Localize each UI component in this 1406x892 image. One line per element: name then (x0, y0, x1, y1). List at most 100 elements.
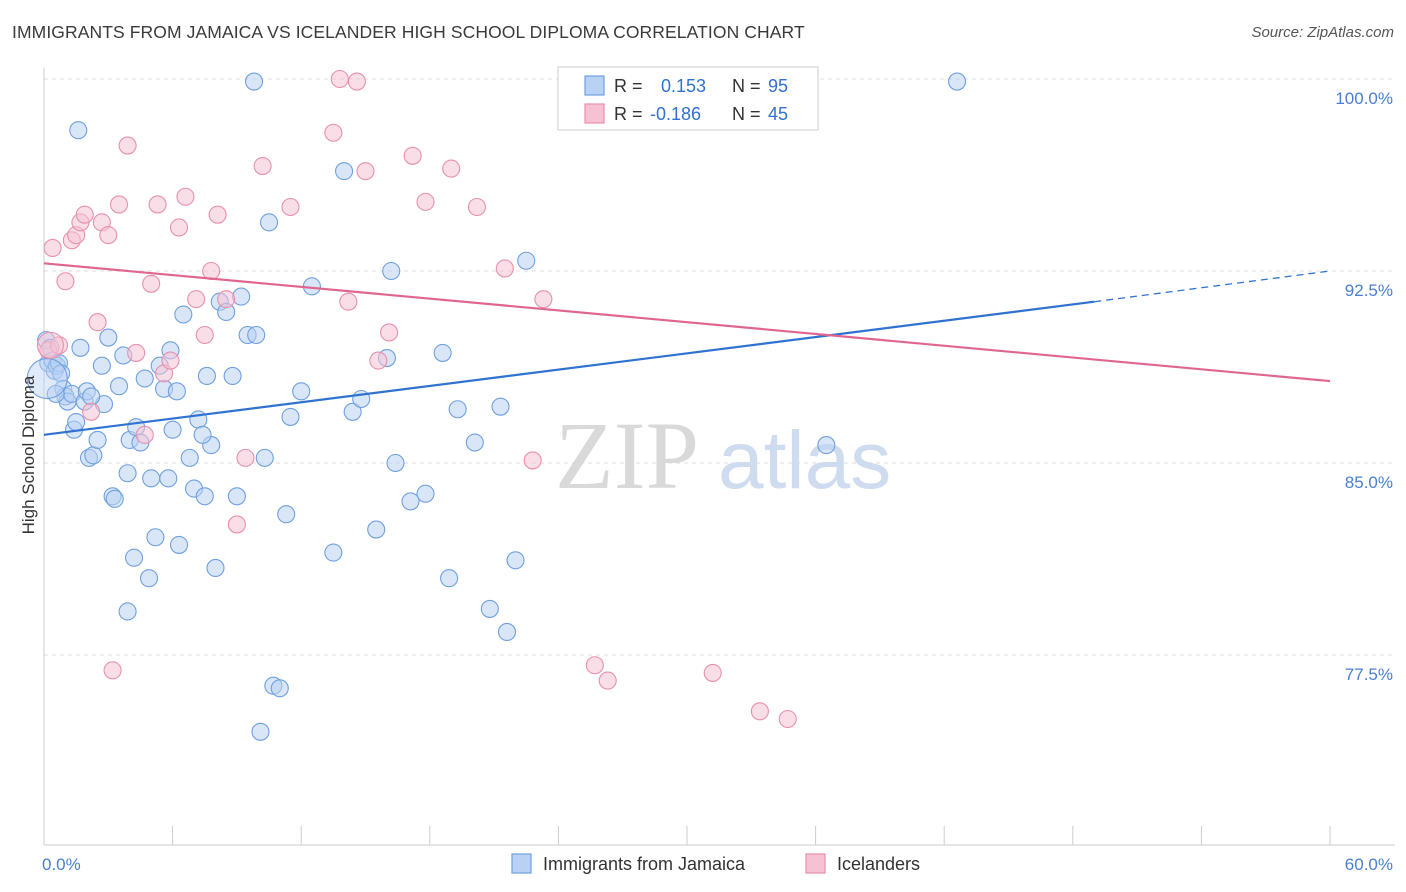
point-jamaica (163, 420, 182, 439)
point-icelanders (56, 272, 75, 291)
point-jamaica (71, 338, 90, 357)
point-icelanders (135, 425, 154, 444)
axes (43, 68, 1395, 846)
point-jamaica (817, 436, 836, 455)
chart-title: IMMIGRANTS FROM JAMAICA VS ICELANDER HIG… (12, 22, 805, 42)
stats-r-value-1: 0.153 (661, 76, 706, 96)
point-jamaica (223, 366, 242, 386)
y-tick-label: 85.0% (1345, 473, 1393, 492)
point-icelanders (495, 259, 514, 278)
point-jamaica (99, 328, 118, 347)
point-icelanders (356, 162, 375, 181)
point-jamaica (227, 487, 246, 506)
point-jamaica (491, 397, 510, 416)
point-jamaica (84, 446, 103, 465)
point-icelanders (202, 261, 221, 281)
point-icelanders (442, 159, 461, 178)
point-jamaica (440, 569, 459, 588)
point-icelanders (169, 218, 189, 237)
stats-n-label-1: N = (732, 76, 761, 96)
point-icelanders (330, 69, 349, 89)
point-icelanders (281, 197, 300, 217)
point-jamaica (142, 469, 161, 488)
trend-line-jamaica-extension (1094, 270, 1331, 303)
point-jamaica (82, 387, 101, 406)
trend-line-icelanders (43, 262, 1331, 383)
point-icelanders (523, 451, 542, 470)
point-jamaica (382, 261, 401, 281)
point-jamaica (335, 162, 354, 181)
point-jamaica (343, 402, 362, 421)
legend-label-icelanders: Icelanders (837, 854, 920, 874)
point-icelanders (750, 702, 769, 721)
point-jamaica (232, 287, 251, 306)
point-icelanders (88, 313, 107, 332)
point-jamaica (105, 489, 124, 508)
point-jamaica (118, 602, 137, 621)
point-icelanders (347, 72, 366, 91)
point-jamaica (169, 535, 189, 554)
watermark: ZIP atlas (555, 402, 891, 509)
point-jamaica (448, 400, 467, 419)
gridlines (44, 78, 1395, 656)
point-jamaica (292, 382, 311, 401)
point-icelanders (148, 195, 167, 214)
point-jamaica (517, 251, 536, 270)
stats-n-value-2: 45 (768, 104, 788, 124)
watermark-zip: ZIP (555, 402, 699, 509)
point-jamaica (139, 569, 159, 588)
point-jamaica (416, 484, 435, 503)
tick-labels: 100.0% 92.5% 85.0% 77.5% 0.0% 60.0% (42, 89, 1393, 874)
point-jamaica (465, 433, 484, 452)
point-jamaica (324, 543, 343, 562)
point-jamaica (135, 369, 154, 388)
trend-line-jamaica (43, 300, 1095, 436)
stats-r-label-2: R = (614, 104, 643, 124)
point-jamaica (433, 343, 452, 362)
point-jamaica (244, 72, 264, 91)
point-icelanders (103, 661, 122, 680)
point-jamaica (146, 528, 165, 547)
point-icelanders (43, 238, 62, 258)
stats-n-value-1: 95 (768, 76, 788, 96)
stats-n-label-2: N = (732, 104, 761, 124)
point-icelanders (208, 205, 227, 224)
legend-swatch-jamaica (511, 853, 532, 874)
point-icelanders (217, 290, 236, 309)
point-icelanders (236, 448, 255, 467)
point-icelanders (324, 123, 343, 142)
point-icelanders-cluster (36, 331, 64, 359)
point-icelanders (403, 146, 422, 165)
point-jamaica (480, 599, 499, 618)
point-icelanders (467, 197, 487, 217)
source-credit: Source: ZipAtlas.com (1251, 24, 1394, 41)
point-jamaica (92, 356, 111, 375)
point-jamaica (118, 464, 137, 483)
point-icelanders (176, 187, 195, 206)
point-jamaica (948, 72, 967, 91)
point-jamaica (497, 622, 517, 642)
point-jamaica (251, 722, 270, 741)
stats-swatch-jamaica (584, 75, 605, 96)
point-jamaica (195, 487, 214, 506)
point-jamaica (159, 469, 178, 488)
stats-legend: R = 0.153 N = 95 R = -0.186 N = 45 (557, 66, 819, 131)
point-icelanders (598, 671, 617, 690)
legend-swatch-icelanders (805, 853, 826, 874)
point-jamaica (367, 520, 386, 539)
point-icelanders (127, 343, 146, 362)
point-jamaica (270, 679, 289, 698)
point-jamaica (247, 325, 266, 345)
point-jamaica (124, 548, 144, 567)
watermark-atlas: atlas (718, 415, 891, 506)
data-points (26, 69, 967, 741)
point-jamaica (506, 551, 525, 570)
point-icelanders (187, 290, 206, 309)
trend-lines (43, 262, 1331, 436)
y-tick-label: 92.5% (1345, 281, 1393, 300)
point-jamaica (386, 453, 405, 473)
point-jamaica (88, 430, 107, 450)
point-jamaica (277, 505, 296, 524)
legend-label-jamaica: Immigrants from Jamaica (543, 854, 746, 874)
